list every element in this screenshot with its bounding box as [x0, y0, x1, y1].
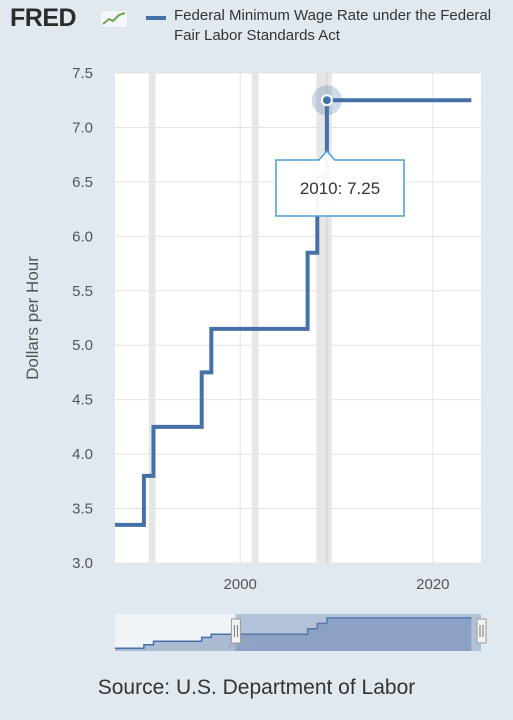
y-tick-label: 6.5 [72, 174, 93, 191]
y-tick-label: 7.0 [72, 119, 93, 136]
y-tick-label: 5.5 [72, 283, 93, 300]
chart[interactable]: 3.0 3.5 4.0 4.5 5.0 5.5 6.0 6.5 7.0 7.5 2000 2020 Do… [0, 0, 513, 670]
x-tick-label: 2020 [416, 576, 449, 593]
navigator-selection [235, 614, 481, 651]
y-tick-label: 7.5 [72, 65, 93, 82]
recession-band [251, 73, 259, 563]
recession-band [148, 73, 156, 563]
source-label: Source: U.S. Department of Labor [97, 676, 416, 699]
y-tick-label: 4.5 [72, 392, 93, 409]
navigator-line [115, 617, 472, 650]
navigator-handle[interactable] [476, 618, 487, 644]
fred-chart-icon [100, 10, 128, 28]
recession-band [316, 73, 332, 563]
y-tick-label: 3.0 [72, 555, 93, 572]
y-tick-label: 5.0 [72, 337, 93, 354]
tooltip-text: 2010: 7.25 [300, 179, 380, 198]
tooltip-box [275, 149, 405, 217]
y-tick-label: 6.0 [72, 228, 93, 245]
legend-label: Federal Minimum Wage Rate under the Fede… [174, 7, 492, 44]
fred-logo[interactable]: FRED [10, 4, 77, 32]
y-tick-label: 4.0 [72, 446, 93, 463]
y-axis-label: Dollars per Hour [23, 256, 42, 380]
plot-area [115, 73, 481, 563]
hover-point [320, 94, 333, 107]
y-tick-label: 3.5 [72, 501, 93, 518]
legend-swatch [146, 16, 166, 20]
x-tick-label: 2000 [224, 576, 257, 593]
navigator-handle[interactable] [230, 618, 241, 644]
